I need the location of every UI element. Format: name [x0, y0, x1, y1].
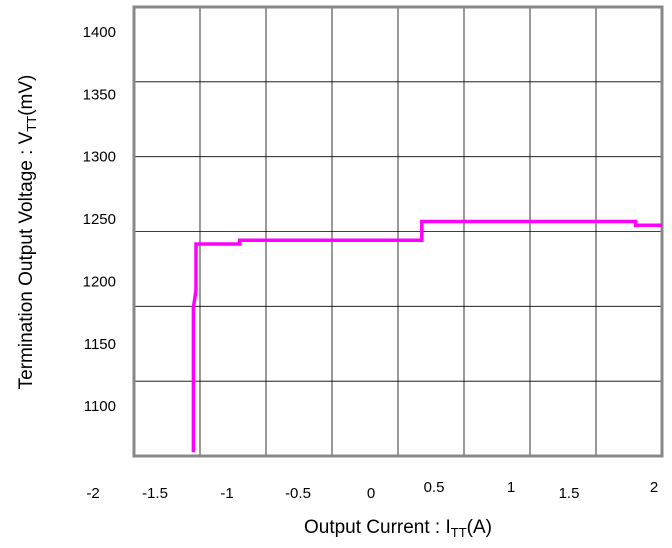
x-tick-label: -2 [86, 485, 99, 502]
y-axis-title-main: Termination Output Voltage : V [16, 131, 37, 389]
x-tick-label: 0 [367, 485, 375, 502]
y-tick-label: 1200 [83, 273, 116, 290]
series-line [191, 219, 662, 453]
y-axis-title-unit: (mV) [16, 75, 37, 116]
x-tick-labels: -2 -1.5 -1 -0.5 0 0.5 1 1.5 2 [86, 479, 658, 502]
y-tick-label: 1350 [83, 86, 116, 103]
y-axis-title-subscript: TT [24, 116, 39, 132]
x-tick-label: 2 [650, 479, 658, 496]
x-axis-title-unit: (A) [467, 517, 492, 538]
plot-frame [132, 5, 664, 458]
x-tick-label: -1.5 [142, 485, 168, 502]
y-tick-label: 1400 [83, 24, 116, 41]
y-axis-title: Termination Output Voltage : VTT(mV) [16, 75, 39, 390]
grid-lines [134, 7, 662, 456]
x-axis-title: Output Current : ITT(A) [304, 517, 492, 540]
y-tick-label: 1100 [84, 398, 116, 415]
y-tick-labels: 1100 1150 1200 1250 1300 1350 1400 [83, 24, 116, 415]
y-tick-label: 1250 [83, 211, 116, 228]
y-tick-label: 1150 [84, 336, 116, 353]
x-axis-title-subscript: TT [451, 525, 467, 540]
x-tick-label: 0.5 [424, 479, 445, 496]
y-tick-label: 1300 [83, 149, 116, 166]
x-tick-label: 1 [507, 479, 515, 496]
x-tick-label: -0.5 [285, 485, 311, 502]
series-group [191, 219, 662, 453]
x-tick-label: -1 [220, 485, 233, 502]
x-tick-label: 1.5 [559, 485, 580, 502]
x-axis-title-main: Output Current : I [304, 517, 451, 538]
